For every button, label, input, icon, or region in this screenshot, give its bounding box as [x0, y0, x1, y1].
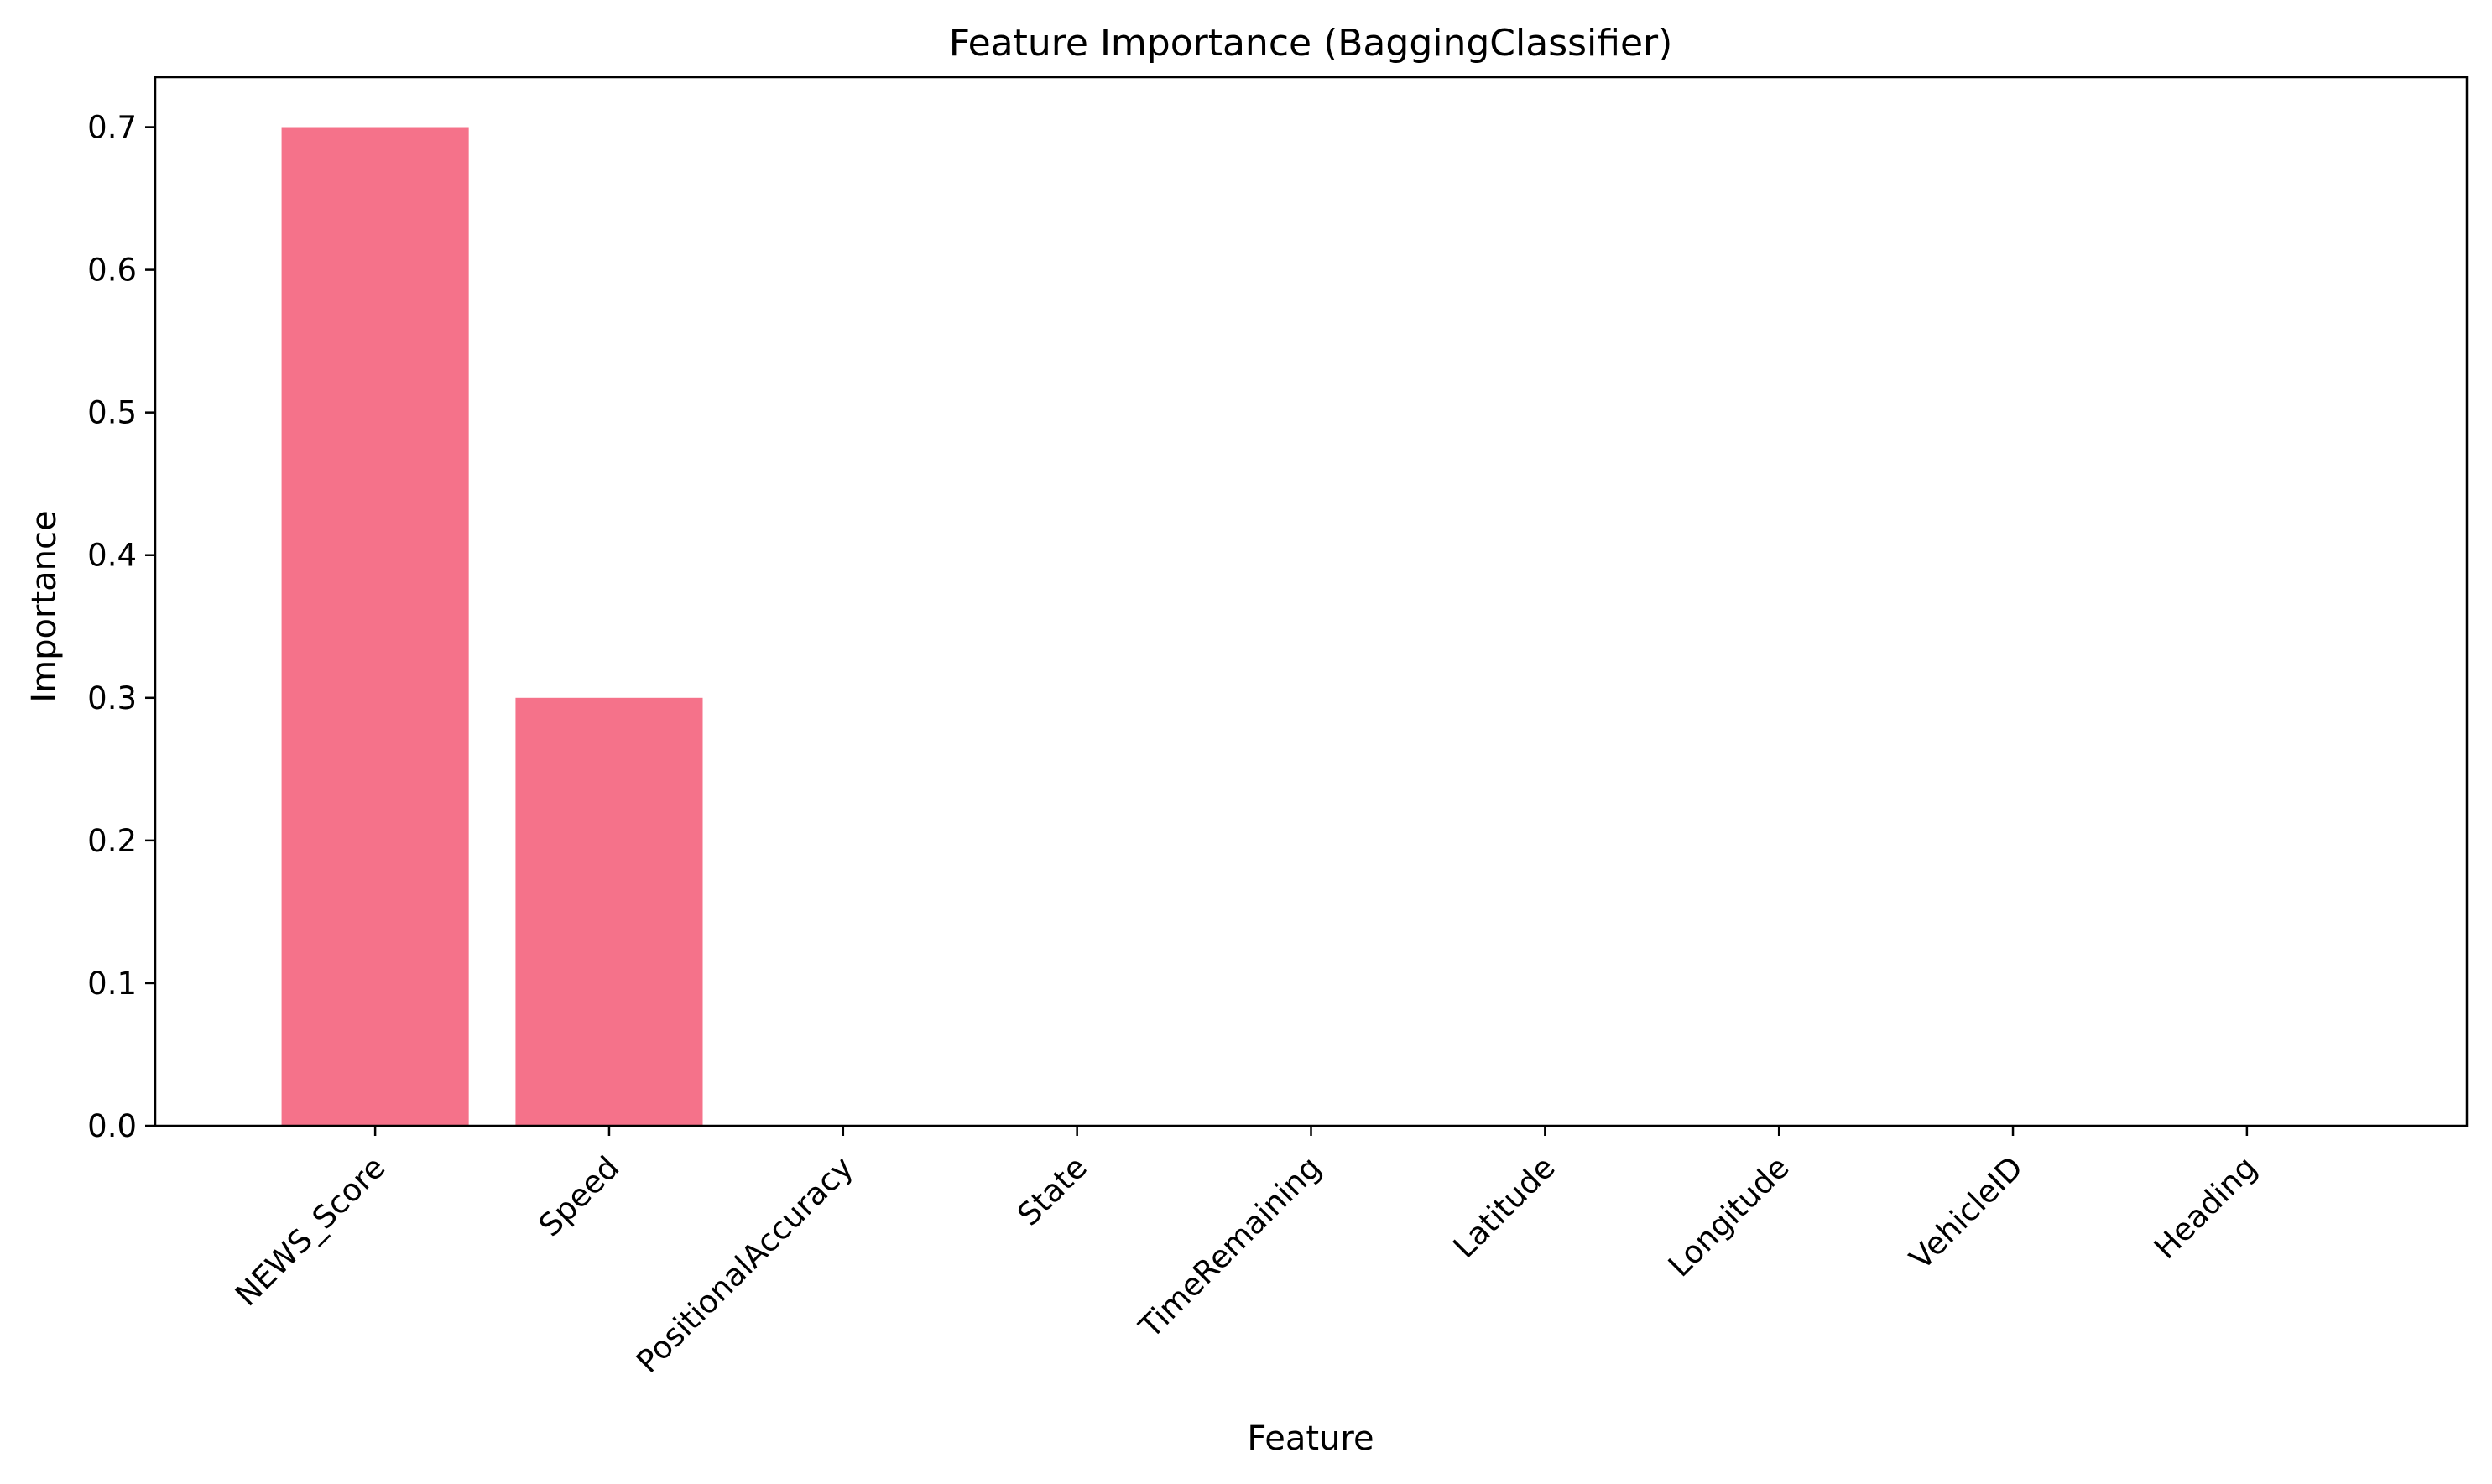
y-tick-label: 0.7	[87, 110, 137, 146]
bar-speed	[515, 697, 703, 1126]
y-tick-label: 0.3	[87, 680, 137, 716]
y-tick-label: 0.4	[87, 538, 137, 574]
x-axis-label: Feature	[1247, 1419, 1374, 1458]
bars-layer	[281, 127, 703, 1126]
y-tick-label: 0.2	[87, 823, 137, 859]
y-axis-label: Importance	[25, 510, 64, 702]
bar-news-score	[281, 127, 469, 1126]
axes-frame	[154, 76, 2469, 1127]
y-tick-label: 0.1	[87, 966, 137, 1002]
y-tick-label: 0.6	[87, 253, 137, 289]
y-axis-ticks: 0.0 0.1 0.2 0.3 0.4 0.5 0.6 0.7	[87, 110, 155, 1144]
y-tick-label: 0.0	[87, 1108, 137, 1144]
y-tick-label: 0.5	[87, 395, 137, 431]
chart-title: Feature Importance (BaggingClassifier)	[949, 22, 1673, 65]
